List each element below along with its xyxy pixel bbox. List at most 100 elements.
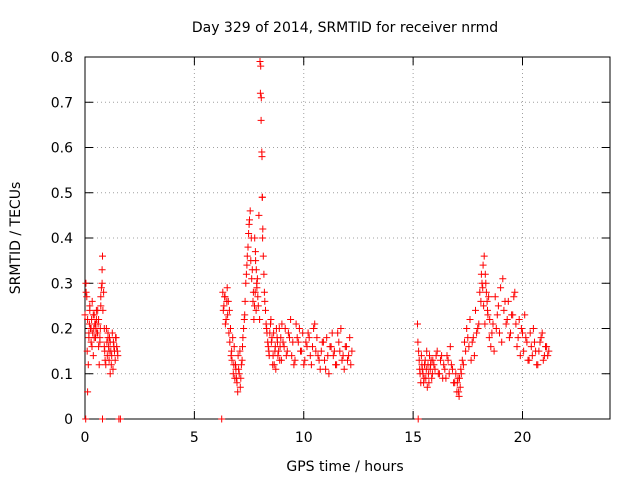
data-point — [254, 302, 262, 310]
data-point — [347, 361, 355, 369]
data-point — [286, 334, 293, 342]
data-point — [477, 297, 485, 305]
data-point — [97, 302, 105, 310]
y-tick-label: 0.5 — [51, 186, 73, 202]
data-point — [337, 325, 345, 332]
data-point — [92, 306, 100, 314]
data-point — [512, 320, 520, 328]
data-point — [526, 329, 534, 337]
y-tick-label: 0.8 — [51, 50, 73, 66]
data-point — [223, 284, 231, 292]
data-point — [237, 374, 245, 382]
data-point — [265, 352, 273, 360]
data-point — [473, 329, 481, 337]
data-point — [223, 297, 231, 305]
data-point — [99, 306, 107, 314]
data-point — [243, 261, 251, 269]
data-point — [480, 302, 488, 310]
data-point — [264, 343, 272, 351]
data-point — [238, 356, 246, 364]
data-point — [481, 320, 489, 328]
data-point — [249, 297, 257, 305]
x-tick-label: 5 — [190, 430, 199, 446]
data-point — [109, 365, 117, 373]
data-point — [314, 352, 322, 360]
data-point — [101, 356, 109, 364]
data-point — [485, 334, 493, 342]
data-point — [292, 320, 300, 328]
data-point — [276, 343, 284, 351]
data-point — [446, 343, 454, 351]
data-point — [489, 320, 497, 328]
data-point — [523, 338, 531, 346]
data-point — [92, 320, 99, 328]
data-point — [284, 329, 292, 337]
data-point — [81, 311, 89, 319]
data-point — [235, 365, 243, 373]
data-point — [444, 356, 452, 364]
y-tick-label: 0.2 — [51, 322, 73, 338]
data-point — [533, 361, 541, 369]
axis-ticks: 0 0.1 0.2 0.3 0.4 0.5 0.6 0.7 0.8 0 5 10 15 20 — [51, 50, 610, 446]
data-point — [321, 356, 328, 364]
data-point — [228, 356, 236, 364]
data-point — [294, 338, 302, 346]
data-point — [106, 370, 114, 378]
data-point — [487, 343, 495, 351]
data-point — [254, 293, 262, 301]
data-point — [95, 316, 103, 323]
x-tick-label: 0 — [81, 430, 90, 446]
data-point — [227, 325, 234, 332]
data-point — [251, 248, 259, 256]
data-point — [279, 338, 287, 346]
data-point — [427, 356, 435, 364]
data-point — [245, 230, 253, 237]
data-point — [219, 306, 227, 314]
data-point — [425, 379, 433, 387]
data-point — [499, 275, 507, 283]
data-point — [428, 374, 436, 382]
data-point — [299, 329, 307, 337]
data-point — [447, 361, 455, 369]
data-point — [290, 361, 298, 369]
data-point — [513, 343, 521, 351]
data-point — [303, 343, 311, 351]
data-point — [437, 356, 444, 364]
data-point — [414, 320, 421, 328]
data-point — [260, 270, 268, 278]
data-point — [422, 374, 430, 382]
grid-lines — [85, 57, 610, 419]
data-point — [443, 352, 451, 360]
data-point — [83, 293, 91, 301]
data-point — [221, 293, 229, 301]
data-point — [236, 383, 244, 391]
y-tick-label: 0.1 — [51, 367, 73, 383]
x-tick-label: 20 — [514, 430, 532, 446]
data-point — [251, 288, 259, 296]
data-point — [538, 329, 546, 337]
data-point — [260, 288, 268, 296]
data-point — [237, 361, 245, 369]
data-point — [327, 343, 335, 351]
data-point — [257, 116, 265, 124]
data-point — [426, 365, 434, 373]
data-point — [348, 347, 356, 355]
data-point — [415, 356, 423, 364]
data-point — [433, 347, 441, 355]
data-point — [458, 356, 466, 364]
data-point — [281, 325, 289, 332]
data-point — [262, 306, 269, 314]
data-point — [531, 338, 538, 346]
data-point — [100, 288, 108, 296]
data-point — [87, 325, 95, 332]
data-point — [111, 356, 119, 364]
data-point — [439, 374, 447, 382]
data-point — [449, 365, 456, 373]
data-point — [256, 316, 264, 323]
data-point — [338, 356, 346, 364]
data-point — [502, 320, 510, 328]
chart-title: Day 329 of 2014, SRMTID for receiver nrm… — [192, 20, 498, 36]
data-point — [418, 365, 426, 373]
data-point — [416, 370, 424, 378]
